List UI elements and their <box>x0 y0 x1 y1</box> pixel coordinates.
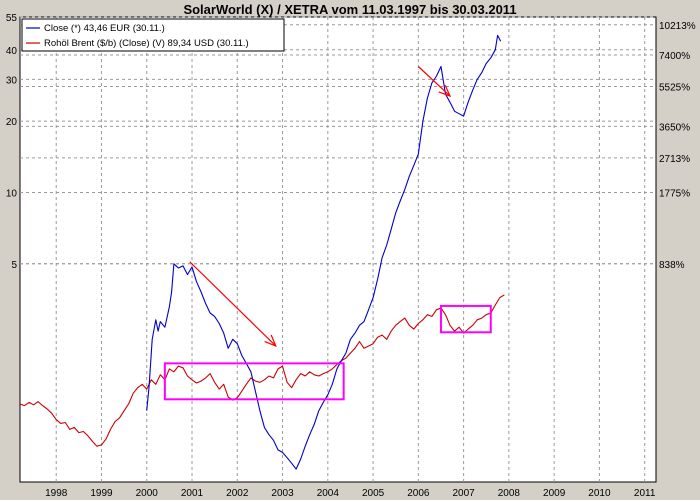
series-line-brent <box>19 294 505 447</box>
highlight-box-3 <box>439 304 492 334</box>
y-tick-label-left: 55 <box>6 13 18 24</box>
series-line-close <box>146 34 502 470</box>
y-tick-label-right: 2713% <box>659 154 690 165</box>
trend-arrow-0 <box>189 261 277 348</box>
axis-ticks: 1998 1999 2000 2001 2002 2003 2004 2005 2006 2007… <box>6 13 696 499</box>
x-tick-label: 2005 <box>362 488 385 499</box>
legend-box <box>21 18 285 52</box>
x-tick-label: 1998 <box>45 488 68 499</box>
chart-title: SolarWorld (X) / XETRA vom 11.03.1997 bi… <box>183 2 516 17</box>
y-tick-label-left: 10 <box>6 188 18 199</box>
x-tick-label: 2002 <box>226 488 249 499</box>
grid <box>20 16 656 482</box>
y-tick-label-left: 5 <box>11 260 17 271</box>
y-tick-label-right: 10213% <box>659 21 696 32</box>
legend-label-close: Close (*) 43,46 EUR (30.11.) <box>44 23 165 34</box>
x-tick-label: 2009 <box>543 488 566 499</box>
x-tick-label: 2008 <box>498 488 521 499</box>
x-tick-label: 2007 <box>452 488 475 499</box>
legend-label-brent: Rohöl Brent ($/b) (Close) (V) 89,34 USD … <box>44 38 249 49</box>
x-tick-label: 2004 <box>317 488 340 499</box>
x-tick-label: 2003 <box>271 488 294 499</box>
y-tick-label-left: 20 <box>6 117 18 128</box>
x-tick-label: 2000 <box>136 488 159 499</box>
trend-arrow-1 <box>417 66 452 98</box>
series-layer <box>19 34 505 470</box>
y-tick-label-right: 1775% <box>659 188 690 199</box>
x-tick-label: 1999 <box>90 488 113 499</box>
arrow-shaft <box>417 66 451 97</box>
x-tick-label: 2001 <box>181 488 204 499</box>
x-tick-label: 2006 <box>407 488 430 499</box>
y-tick-label-right: 3650% <box>659 122 690 133</box>
y-tick-label-right: 838% <box>659 260 685 271</box>
y-tick-label-right: 7400% <box>659 51 690 62</box>
plot-area <box>19 16 657 483</box>
arrow-shaft <box>189 261 277 347</box>
legend: Close (*) 43,46 EUR (30.11.) Rohöl Brent… <box>21 18 285 52</box>
y-tick-label-right: 5525% <box>659 82 690 93</box>
annotations <box>163 66 492 401</box>
y-tick-label-left: 40 <box>6 46 18 57</box>
y-tick-label-left: 30 <box>6 75 18 86</box>
arrow-head <box>264 334 277 348</box>
x-tick-label: 2011 <box>634 488 656 499</box>
x-tick-label: 2010 <box>588 488 611 499</box>
arrow-head <box>438 84 452 98</box>
highlight-box-2 <box>163 362 345 401</box>
